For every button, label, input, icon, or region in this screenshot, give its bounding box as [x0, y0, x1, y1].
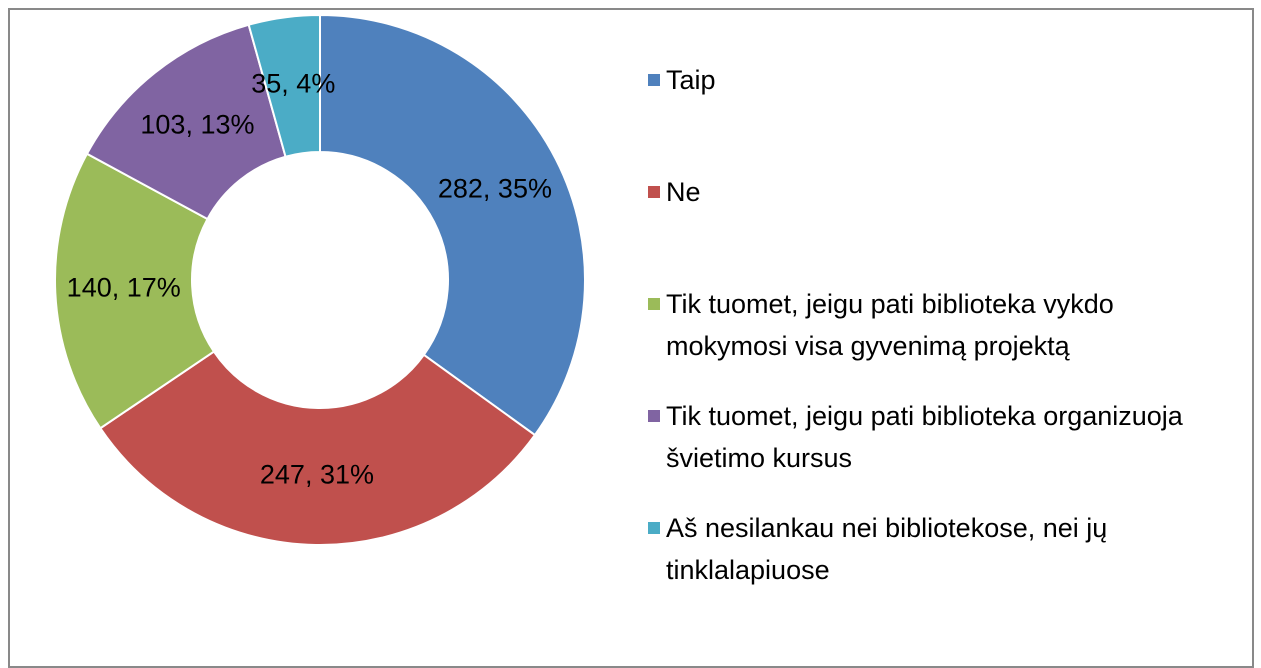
legend-key [648, 74, 660, 86]
legend-key [648, 186, 660, 198]
donut-segment [85, 23, 287, 221]
data-label: 35, 4% [251, 68, 335, 98]
data-label: 140, 17% [67, 273, 181, 303]
donut-segment [319, 13, 586, 437]
legend-label: Tik tuomet, jeigu pati biblioteka organi… [666, 401, 1183, 473]
legend-item: Aš nesilankau nei bibliotekose, nei jų t… [648, 507, 1208, 591]
legend-label: Taip [666, 65, 716, 95]
data-label: 247, 31% [260, 460, 374, 490]
chart: 282, 35% 247, 31% 140, 17% 103, 13% 35, 4% [54, 13, 586, 546]
legend-key [648, 522, 660, 534]
legend-label: Aš nesilankau nei bibliotekose, nei jų t… [666, 513, 1108, 585]
legend-key [648, 410, 660, 422]
legend-item: Ne [648, 171, 1208, 213]
legend-label: Ne [666, 177, 701, 207]
legend-key [648, 298, 660, 310]
legend-item: Taip [648, 59, 1208, 101]
legend-item: Tik tuomet, jeigu pati biblioteka vykdo … [648, 283, 1208, 367]
data-label: 282, 35% [438, 174, 552, 204]
data-label: 103, 13% [140, 110, 254, 140]
donut-segment [54, 152, 216, 430]
donut-segment [98, 350, 537, 546]
donut-segment [247, 13, 321, 158]
legend-item: Tik tuomet, jeigu pati biblioteka organi… [648, 395, 1208, 479]
legend-label: Tik tuomet, jeigu pati biblioteka vykdo … [666, 289, 1114, 361]
